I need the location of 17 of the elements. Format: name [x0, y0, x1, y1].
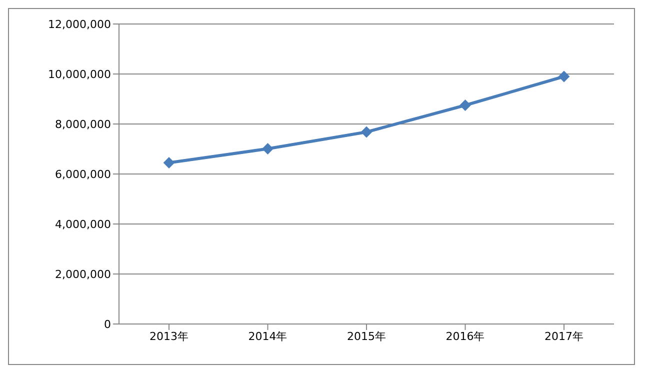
point — [262, 143, 274, 154]
x-tick-label: 2015年 — [347, 330, 386, 343]
point — [164, 157, 174, 168]
y-tick-label: 0 — [104, 318, 111, 331]
x-tick-label: 2016年 — [446, 330, 485, 343]
y-tick-label: 2,000,000 — [55, 268, 111, 281]
point — [558, 71, 570, 82]
y-tick-label: 10,000,000 — [48, 68, 111, 81]
y-tick-label: 4,000,000 — [55, 218, 111, 231]
x-tick-label: 2013年 — [150, 330, 188, 343]
x-tick-label: 2017年 — [544, 330, 584, 343]
y-tick-label: 12,000,000 — [48, 18, 111, 31]
x-tick-label: 2014年 — [248, 330, 288, 343]
y-tick-label: 8,000,000 — [55, 118, 111, 131]
point — [460, 100, 471, 111]
point — [361, 126, 372, 138]
y-tick-label: 6,000,000 — [55, 168, 111, 181]
